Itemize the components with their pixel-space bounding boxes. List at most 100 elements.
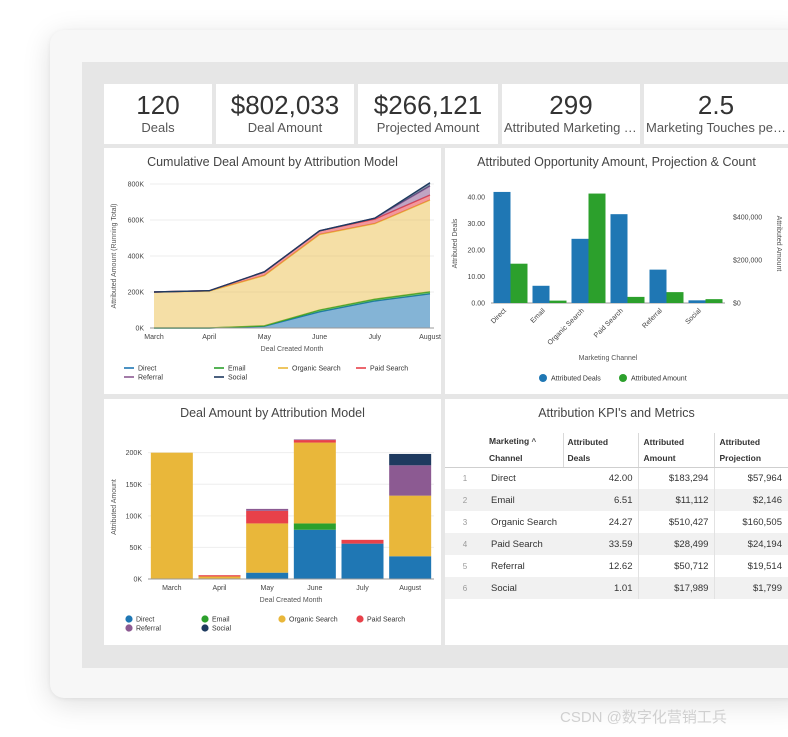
kpi-value: $266,121	[373, 90, 483, 120]
right-tick-label: $400,000	[733, 215, 762, 222]
x-tick-label: April	[202, 334, 216, 341]
bar-amount-organic-search	[588, 193, 606, 303]
legend-label: Paid Search	[370, 366, 408, 373]
x-tick-label: Paid Search	[593, 307, 625, 339]
cell-amount: $183,294	[638, 467, 715, 489]
x-tick-label: June	[312, 334, 327, 341]
cell-amount: $28,499	[638, 533, 715, 555]
cell-projection: $2,146	[714, 489, 788, 511]
watermark-text: CSDN @数字化营销工兵	[560, 709, 727, 726]
kpi-tile-projected-amount[interactable]: $266,121 Projected Amount	[358, 84, 498, 144]
opportunity-chart-panel[interactable]: Attributed Opportunity Amount, Projectio…	[445, 148, 788, 394]
table-row[interactable]: 5 Referral 12.62 $50,712 $19,514	[445, 555, 788, 577]
line-social	[153, 182, 431, 293]
bar-segment-email-june	[293, 523, 336, 530]
chart-title: Cumulative Deal Amount by Attribution Mo…	[147, 155, 398, 169]
legend-swatch-direct	[125, 615, 133, 623]
x-tick-label: May	[261, 585, 275, 592]
legend-swatch-social	[201, 624, 209, 632]
bar-segment-direct-july	[341, 543, 384, 579]
bar-segment-paid-search-april	[198, 575, 241, 577]
bar-segment-social-august	[389, 453, 432, 466]
cell-channel: Email	[484, 489, 563, 511]
cell-projection: $160,505	[714, 511, 788, 533]
row-index: 5	[462, 561, 468, 571]
bar-segment-paid-search-june	[293, 440, 336, 443]
header-line: Projection	[719, 452, 762, 463]
table-row[interactable]: 4 Paid Search 33.59 $28,499 $24,194	[445, 533, 788, 555]
header-line: Marketing	[488, 436, 530, 447]
kpi-table-panel[interactable]: Attribution KPI's and Metrics Marketing …	[445, 399, 788, 645]
cell-channel: Social	[484, 577, 563, 599]
header-attributed-amount[interactable]: Attributed Amount	[638, 433, 715, 468]
x-tick-label: Direct	[490, 307, 508, 325]
cell-deals: 1.01	[563, 577, 639, 599]
cumulative-chart-panel[interactable]: Cumulative Deal Amount by Attribution Mo…	[104, 148, 441, 394]
legend-swatch-email	[201, 615, 209, 623]
deal-amount-chart-panel[interactable]: Deal Amount by Attribution Model 0K 50K 10…	[104, 399, 441, 645]
cell-channel: Referral	[490, 560, 525, 572]
table-row[interactable]: 6 Social 1.01 $17,989 $1,799	[445, 577, 788, 599]
y-tick-label: 800K	[128, 182, 145, 189]
right-tick-label: $0	[733, 301, 741, 308]
legend-swatch-paid-search	[356, 615, 364, 623]
x-axis-title: Deal Created Month	[261, 346, 324, 353]
cell-deals: 24.27	[608, 516, 633, 528]
legend-swatch-organic-search	[278, 615, 286, 623]
table-row[interactable]: 3 Organic Search 24.27 $510,427 $160,505	[445, 511, 788, 533]
y-axis-title-right: Attributed Amount	[775, 216, 782, 272]
legend-label: Attributed Amount	[631, 376, 687, 383]
x-tick-label: Referral	[641, 307, 664, 330]
kpi-tile-deals[interactable]: 120 Deals	[104, 84, 212, 144]
header-marketing-channel[interactable]: Marketing ^ Channel	[484, 433, 563, 468]
header-line: Amount	[643, 452, 676, 463]
bar-deals-referral	[649, 269, 667, 303]
legend-label: Organic Search	[292, 366, 341, 373]
y-tick-label: 400K	[128, 254, 145, 261]
row-index: 2	[445, 489, 485, 511]
y-tick-label: 150K	[126, 482, 143, 489]
x-tick-label: June	[307, 585, 322, 592]
bar-amount-email	[549, 300, 567, 303]
bar-deals-social	[688, 300, 706, 303]
bar-segment-organic-search-august	[389, 495, 432, 557]
y-tick-label: 200K	[126, 450, 143, 457]
table-row[interactable]: 1 Direct 42.00 $183,294 $57,964	[445, 467, 788, 489]
right-tick-label: $200,000	[733, 258, 762, 265]
kpi-tile-touches-per-deal[interactable]: 2.5 Marketing Touches per Deal	[644, 84, 788, 144]
legend-swatch-attributed-deals	[539, 374, 547, 382]
bar-amount-paid-search	[627, 296, 645, 303]
bar-segment-direct-august	[389, 556, 432, 579]
bar-segment-organic-search-may	[246, 523, 289, 573]
bar-segment-referral-june	[293, 439, 336, 441]
kpi-table: Marketing ^ Channel Attributed Deals Att…	[445, 433, 788, 599]
y-axis-title: Attributed Amount (Running Total)	[111, 204, 118, 309]
x-tick-label: August	[399, 585, 421, 592]
x-tick-label: May	[258, 334, 272, 341]
header-line: Channel	[488, 453, 523, 464]
y-tick-label: 0K	[135, 326, 144, 333]
kpi-tile-deal-amount[interactable]: $802,033 Deal Amount	[216, 84, 354, 144]
legend-label: Social	[228, 375, 248, 382]
header-attributed-deals[interactable]: Attributed Deals	[562, 433, 639, 468]
cumulative-area-chart: 0K 200K 400K 600K 800K March April May June July A…	[111, 182, 441, 382]
bar-segment-referral-may	[246, 508, 289, 511]
cell-amount: $11,112	[638, 489, 715, 511]
bar-segment-direct-june	[293, 529, 336, 579]
header-line: Attributed	[719, 436, 761, 447]
row-index: 1	[462, 473, 468, 483]
left-tick-label: 10.00	[467, 274, 485, 281]
index-header	[445, 433, 485, 468]
sort-ascending-icon[interactable]: ^	[531, 437, 537, 447]
left-tick-label: 40.00	[467, 195, 485, 202]
bar-amount-referral	[666, 292, 684, 303]
header-attributed-projection[interactable]: Attributed Projection	[714, 433, 788, 468]
y-axis-title-left: Attributed Deals	[452, 218, 459, 268]
table-row[interactable]: 2 Email 6.51 $11,112 $2,146	[445, 489, 788, 511]
x-axis-title: Marketing Channel	[579, 355, 638, 362]
cell-channel: Organic Search	[490, 516, 557, 528]
kpi-tile-marketing-touches[interactable]: 299 Attributed Marketing Touches	[502, 84, 640, 144]
cell-amount: $50,712	[638, 555, 715, 577]
bar-segment-organic-search-april	[198, 576, 241, 579]
cell-projection: $1,799	[714, 577, 788, 599]
